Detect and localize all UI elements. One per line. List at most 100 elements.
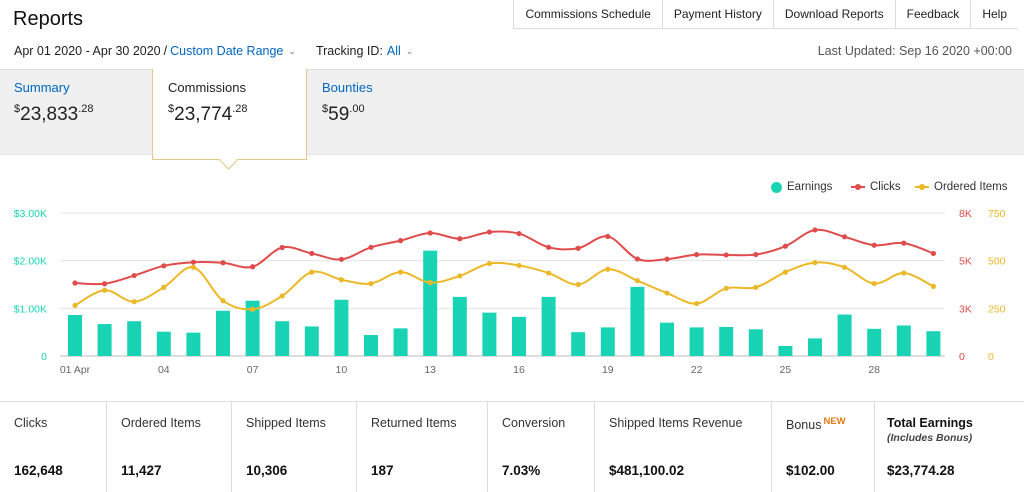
ordered-items-point <box>190 264 196 270</box>
clicks-point <box>782 243 789 249</box>
legend-earnings[interactable]: Earnings <box>771 181 832 193</box>
earnings-bar <box>541 296 556 356</box>
clicks-point <box>102 281 108 287</box>
stat-label: Bonus NEW <box>786 416 846 432</box>
clicks-point <box>516 230 522 237</box>
ordered-items-point <box>930 283 937 290</box>
stat-label: Total Earnings <box>887 416 973 430</box>
stat-label: Shipped Items Revenue <box>609 416 743 430</box>
stat-label: Clicks <box>14 416 48 430</box>
earnings-bar <box>512 316 526 356</box>
ordered-items-point <box>575 281 581 288</box>
earnings-bar <box>837 314 852 356</box>
legend-ordered-items[interactable]: Ordered Items <box>915 181 1008 193</box>
clicks-point <box>398 238 404 244</box>
clicks-point <box>753 251 759 258</box>
stat-label: Returned Items <box>371 416 457 430</box>
custom-date-range-link[interactable]: Custom Date Range <box>170 44 284 58</box>
ordered-items-point <box>220 298 226 304</box>
ordered-items-point <box>338 277 344 283</box>
earnings-bar <box>748 329 763 356</box>
stat-value: 187 <box>371 463 394 478</box>
legend-clicks[interactable]: Clicks <box>851 181 901 193</box>
chevron-down-icon[interactable]: ⌄ <box>405 45 414 56</box>
tracking-id-dropdown[interactable]: All <box>386 44 401 58</box>
ordered-items-point <box>901 270 907 276</box>
earnings-bar <box>364 335 378 356</box>
stat-value: $102.00 <box>786 463 835 478</box>
tab-summary[interactable]: Summary $23,833.28 <box>14 80 94 126</box>
x-tick-label: 19 <box>602 364 614 376</box>
legend-ordered-items-label: Ordered Items <box>934 181 1008 193</box>
y-right-clicks-tick-label: 5K <box>959 256 972 268</box>
legend-ordered-items-marker <box>915 183 929 191</box>
earnings-bar <box>393 328 408 356</box>
ordered-items-point <box>72 302 78 309</box>
earnings-bar <box>926 331 941 356</box>
earnings-bar <box>630 286 645 356</box>
nav-help[interactable]: Help <box>982 7 1007 21</box>
clicks-point <box>220 260 226 266</box>
tab-summary-label[interactable]: Summary <box>14 80 70 95</box>
x-tick-label: 16 <box>513 364 525 376</box>
earnings-bar <box>896 325 911 356</box>
nav-payment-history[interactable]: Payment History <box>663 0 774 28</box>
nav-commissions-schedule[interactable]: Commissions Schedule <box>514 0 663 28</box>
earnings-bar <box>719 326 734 356</box>
earnings-bar <box>571 332 586 356</box>
stat-value: 7.03% <box>502 463 541 478</box>
tab-bounties-amount: $59.00 <box>322 103 365 125</box>
chevron-down-icon[interactable]: ⌄ <box>288 45 296 56</box>
stat-bonus: Bonus NEW $102.00 <box>772 402 875 492</box>
ordered-items-point <box>457 273 463 279</box>
y-left-tick-label: $1.00K <box>14 303 47 315</box>
tab-commissions-label[interactable]: Commissions <box>168 80 247 95</box>
tab-commissions[interactable]: Commissions $23,774.28 <box>168 80 248 126</box>
ordered-items-point <box>842 264 848 270</box>
clicks-point <box>930 250 937 257</box>
earnings-bar <box>660 322 674 356</box>
nav-feedback[interactable]: Feedback <box>896 0 972 28</box>
ordered-items-point <box>486 260 492 267</box>
date-range-text: Apr 01 2020 - Apr 30 2020 <box>14 44 161 58</box>
earnings-bar <box>867 328 882 356</box>
tab-bounties[interactable]: Bounties $59.00 <box>322 80 373 126</box>
ordered-items-point <box>694 300 700 307</box>
y-left-tick-label: $3.00K <box>14 208 47 220</box>
stat-shipped-items: Shipped Items 10,306 <box>232 402 357 492</box>
clicks-point <box>427 230 433 236</box>
legend-earnings-label: Earnings <box>787 181 833 193</box>
y-right-items-tick-label: 500 <box>988 256 1006 268</box>
clicks-point <box>368 244 374 250</box>
earnings-bar <box>482 312 497 356</box>
y-right-items-tick-label: 250 <box>988 303 1006 315</box>
tab-summary-amount: $23,833.28 <box>14 103 94 125</box>
clicks-point <box>190 259 196 265</box>
filter-separator: / <box>163 44 168 58</box>
x-tick-label: 07 <box>247 364 259 376</box>
x-tick-label: 25 <box>780 364 792 376</box>
clicks-point <box>72 280 78 286</box>
ordered-items-point <box>634 278 641 284</box>
stat-ordered-items: Ordered Items 11,427 <box>107 402 232 492</box>
clicks-point <box>634 256 641 262</box>
ordered-items-point <box>516 262 522 269</box>
tab-bounties-label[interactable]: Bounties <box>322 80 373 95</box>
clicks-point <box>871 242 877 248</box>
clicks-point <box>309 250 315 257</box>
page-title: Reports <box>13 8 84 30</box>
earnings-bar <box>334 299 349 356</box>
clicks-point <box>486 229 492 235</box>
clicks-point <box>901 240 907 246</box>
tab-commissions-amount: $23,774.28 <box>168 103 248 125</box>
earnings-bar <box>186 332 201 356</box>
top-navigation: Commissions Schedule Payment History Dow… <box>513 0 1018 29</box>
ordered-items-point <box>871 280 877 287</box>
ordered-items-point <box>723 285 729 291</box>
filter-bar: Apr 01 2020 - Apr 30 2020 / Custom Date … <box>14 44 413 58</box>
ordered-items-point <box>398 269 404 275</box>
ordered-items-point <box>427 279 433 286</box>
clicks-point <box>575 245 581 251</box>
clicks-point <box>842 234 848 240</box>
nav-download-reports[interactable]: Download Reports <box>774 0 896 28</box>
